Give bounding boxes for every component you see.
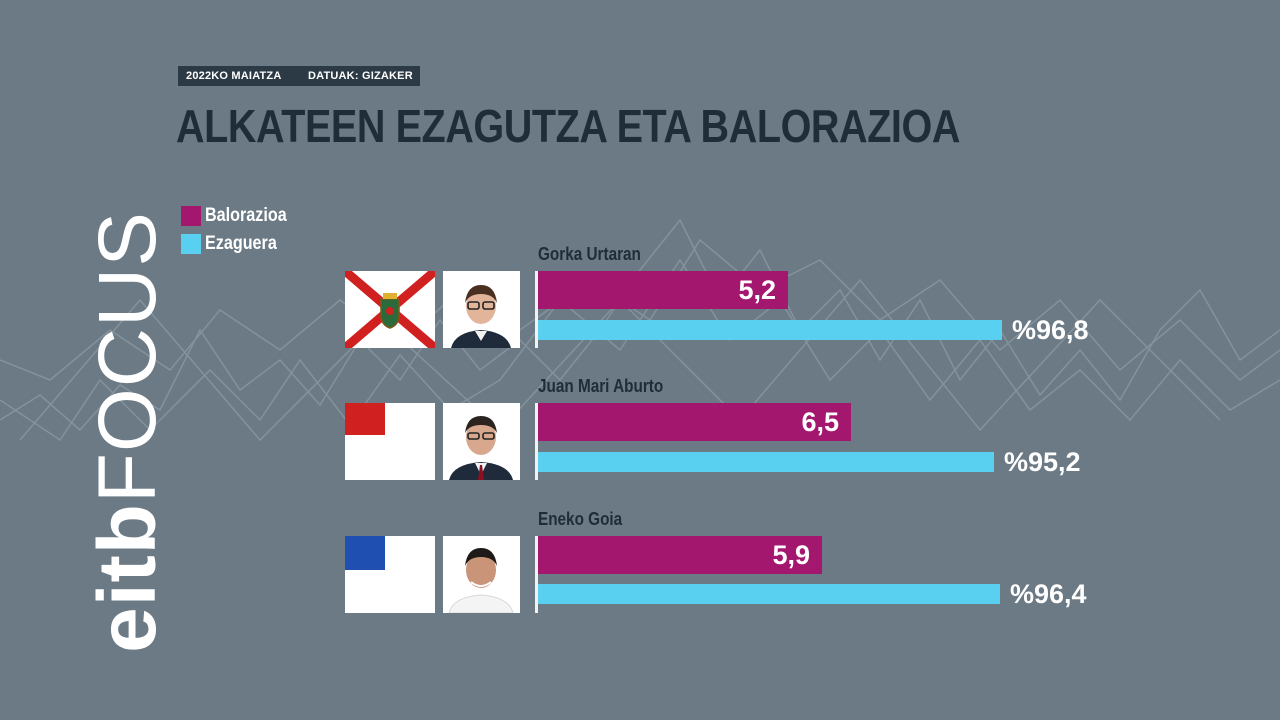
knowledge-value-2: %95,2 [1004, 447, 1081, 477]
mayor-name-2: Juan Mari Aburto [538, 376, 664, 396]
legend-item-knowledge: Ezaguera [181, 233, 289, 255]
knowledge-bar-2 [538, 452, 994, 472]
source-tag: DATUAK: GIZAKER [298, 66, 420, 86]
knowledge-value-1: %96,8 [1012, 315, 1089, 345]
rating-value-3: 5,9 [772, 539, 810, 570]
donostia-flag-icon [345, 536, 435, 613]
mayor-photo-3 [443, 536, 520, 613]
eitb-focus-logo: eitbFOCUS [82, 211, 173, 653]
bar-axis-1 [535, 271, 538, 348]
legend-item-rating: Balorazioa [181, 205, 301, 227]
knowledge-bar-3 [538, 584, 1000, 604]
rating-value-1: 5,2 [738, 274, 776, 305]
mayor-photo-2 [443, 403, 520, 480]
knowledge-value-3: %96,4 [1010, 579, 1087, 609]
mayor-name-3: Eneko Goia [538, 509, 623, 529]
vitoria-flag-icon [345, 271, 435, 348]
legend-label-knowledge: Ezaguera [205, 233, 277, 254]
mayor-photo-1 [443, 271, 520, 348]
legend-label-rating: Balorazioa [205, 205, 287, 226]
date-tag: 2022KO MAIATZA [178, 66, 306, 86]
rating-bar-2: 6,5 [538, 403, 851, 441]
bar-axis-2 [535, 403, 538, 480]
rating-value-2: 6,5 [801, 406, 839, 437]
chart-title: ALKATEEN EZAGUTZA ETA BALORAZIOA [176, 100, 960, 152]
legend-swatch-rating [181, 206, 201, 226]
bar-axis-3 [535, 536, 538, 613]
bilbao-flag-icon [345, 403, 435, 480]
rating-bar-3: 5,9 [538, 536, 822, 574]
knowledge-bar-1 [538, 320, 1002, 340]
mayor-name-1: Gorka Urtaran [538, 244, 641, 264]
legend-swatch-knowledge [181, 234, 201, 254]
rating-bar-1: 5,2 [538, 271, 788, 309]
